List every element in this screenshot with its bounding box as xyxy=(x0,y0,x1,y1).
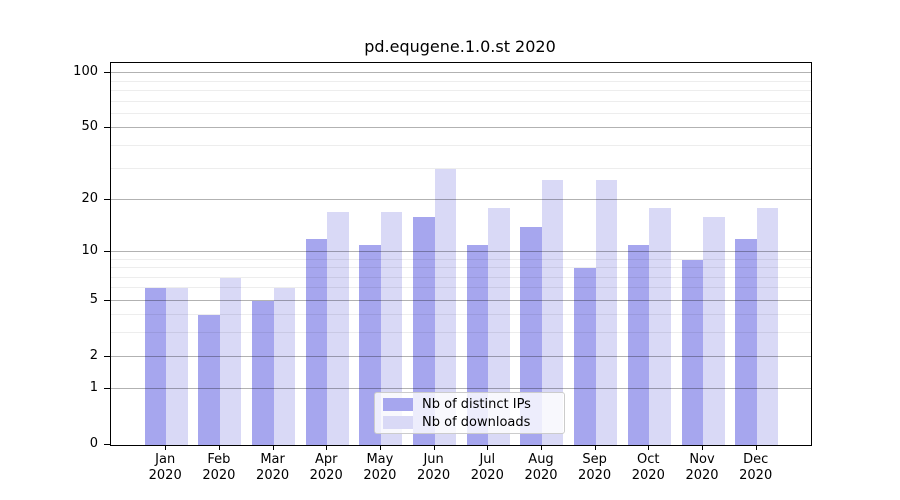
major-gridline-1 xyxy=(111,388,811,390)
minor-gridline-40 xyxy=(111,145,811,146)
y-tick-5 xyxy=(104,299,110,301)
x-tick-feb xyxy=(218,445,220,450)
minor-gridline-30 xyxy=(111,167,811,169)
x-tick-label-sep: Sep 2020 xyxy=(578,452,612,483)
y-tick-50 xyxy=(104,127,110,129)
minor-gridline-90 xyxy=(111,80,811,82)
major-gridline-50 xyxy=(111,127,811,129)
bar-downloads-feb xyxy=(219,277,242,445)
y-tick-10 xyxy=(104,250,110,252)
minor-gridline-7 xyxy=(111,276,811,278)
minor-gridline-3 xyxy=(111,332,811,334)
x-tick-label-dec: Dec 2020 xyxy=(739,452,773,483)
legend-label-distinct-ips: Nb of distinct IPs xyxy=(422,396,531,412)
legend: Nb of distinct IPs Nb of downloads xyxy=(374,392,565,434)
y-tick-1 xyxy=(104,388,110,390)
major-gridline-5 xyxy=(111,299,811,301)
major-gridline-2 xyxy=(111,355,811,357)
bar-distinct-ips-mar xyxy=(252,300,274,445)
bar-downloads-nov xyxy=(703,216,725,445)
x-tick-mar xyxy=(272,445,274,450)
chart-title: pd.equgene.1.0.st 2020 xyxy=(364,37,556,56)
major-gridline-20 xyxy=(111,198,811,200)
minor-gridline-70 xyxy=(111,100,811,102)
bar-downloads-oct xyxy=(649,207,671,445)
bar-distinct-ips-dec xyxy=(735,238,757,445)
x-tick-apr xyxy=(326,445,328,450)
minor-gridline-60 xyxy=(111,113,811,114)
x-tick-label-jul: Jul 2020 xyxy=(470,452,504,483)
y-tick-label-10: 10 xyxy=(81,242,98,258)
minor-gridline-6 xyxy=(111,287,811,289)
bar-downloads-aug xyxy=(541,179,564,445)
x-tick-oct xyxy=(648,445,650,450)
x-tick-label-may: May 2020 xyxy=(363,452,397,483)
y-tick-0 xyxy=(104,444,110,445)
x-tick-may xyxy=(379,445,381,450)
x-tick-label-mar: Mar 2020 xyxy=(256,452,290,483)
legend-swatch-downloads xyxy=(383,415,413,429)
x-tick-label-aug: Aug 2020 xyxy=(524,452,558,483)
x-tick-label-jun: Jun 2020 xyxy=(417,452,451,483)
bar-downloads-mar xyxy=(273,288,296,445)
bar-downloads-jun xyxy=(434,168,457,445)
bar-distinct-ips-apr xyxy=(305,238,328,445)
x-tick-aug xyxy=(541,445,542,450)
y-tick-2 xyxy=(104,355,110,357)
y-tick-20 xyxy=(104,198,110,200)
x-tick-dec xyxy=(755,445,757,450)
bar-downloads-jan xyxy=(166,288,188,445)
major-gridline-10 xyxy=(111,250,811,252)
y-tick-label-2: 2 xyxy=(89,347,98,363)
bar-distinct-ips-jan xyxy=(144,288,167,445)
bar-distinct-ips-aug xyxy=(520,227,542,445)
x-tick-label-nov: Nov 2020 xyxy=(685,452,719,483)
legend-entry-downloads: Nb of downloads xyxy=(383,415,556,430)
x-tick-jul xyxy=(487,445,489,450)
bar-downloads-sep xyxy=(595,179,618,445)
x-tick-sep xyxy=(594,445,596,450)
legend-swatch-distinct-ips xyxy=(383,397,413,411)
y-tick-100 xyxy=(104,72,110,74)
bar-distinct-ips-oct xyxy=(627,244,650,445)
x-tick-jan xyxy=(165,445,167,450)
legend-label-downloads: Nb of downloads xyxy=(422,414,531,430)
bar-downloads-apr xyxy=(327,212,349,445)
x-tick-label-feb: Feb 2020 xyxy=(202,452,236,483)
bar-downloads-dec xyxy=(756,207,779,445)
y-tick-label-1: 1 xyxy=(89,380,98,396)
bar-distinct-ips-jun xyxy=(413,216,435,445)
bar-downloads-jul xyxy=(488,207,510,445)
minor-gridline-8 xyxy=(111,267,811,269)
minor-gridline-9 xyxy=(111,258,811,260)
x-tick-label-jan: Jan 2020 xyxy=(148,452,182,483)
major-gridline-100 xyxy=(111,72,811,74)
bar-distinct-ips-nov xyxy=(681,259,703,445)
minor-gridline-4 xyxy=(111,314,811,316)
bar-downloads-may xyxy=(380,212,403,445)
minor-gridline-80 xyxy=(111,90,811,92)
bar-distinct-ips-feb xyxy=(198,315,220,445)
y-tick-label-20: 20 xyxy=(81,190,98,206)
y-tick-label-5: 5 xyxy=(89,291,98,307)
x-tick-nov xyxy=(702,445,703,450)
y-tick-label-100: 100 xyxy=(73,64,98,80)
x-tick-label-apr: Apr 2020 xyxy=(309,452,343,483)
x-tick-jun xyxy=(433,445,435,450)
bar-distinct-ips-sep xyxy=(574,268,596,445)
x-tick-label-oct: Oct 2020 xyxy=(631,452,665,483)
legend-entry-distinct-ips: Nb of distinct IPs xyxy=(383,397,556,412)
y-tick-label-50: 50 xyxy=(81,119,98,135)
y-tick-label-0: 0 xyxy=(89,436,98,451)
plot-area xyxy=(110,62,812,446)
